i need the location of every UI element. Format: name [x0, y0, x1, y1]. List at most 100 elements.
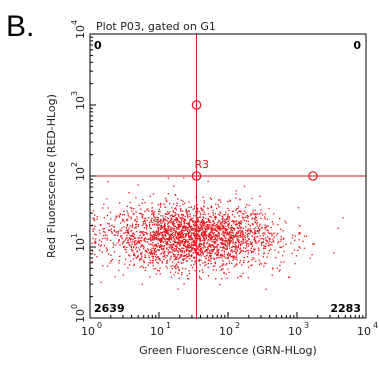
data-point — [211, 227, 213, 230]
data-point — [171, 227, 173, 229]
data-point — [279, 218, 281, 220]
data-point — [167, 253, 170, 255]
data-point — [106, 214, 108, 217]
data-point — [166, 220, 168, 222]
data-point — [267, 252, 269, 254]
data-point — [228, 216, 230, 218]
data-point — [210, 206, 213, 208]
data-point — [210, 216, 212, 218]
data-point — [102, 207, 104, 209]
data-point — [137, 225, 140, 228]
data-point — [138, 236, 140, 239]
data-point — [205, 249, 207, 251]
data-point — [206, 254, 208, 257]
data-point — [211, 250, 213, 252]
data-point — [280, 246, 282, 248]
data-point — [204, 231, 206, 233]
data-point — [259, 238, 261, 240]
data-point — [185, 239, 187, 241]
data-point — [155, 250, 158, 252]
data-point — [222, 225, 224, 227]
data-point — [259, 195, 261, 197]
data-point — [221, 257, 223, 259]
data-point — [197, 220, 199, 222]
data-point — [208, 219, 210, 222]
data-point — [250, 264, 252, 267]
data-point — [131, 225, 133, 227]
data-point — [148, 262, 150, 264]
data-point — [204, 240, 206, 242]
data-point — [100, 241, 103, 243]
data-point — [200, 259, 202, 261]
data-point — [207, 221, 209, 223]
data-point — [180, 223, 182, 225]
data-point — [242, 233, 244, 236]
data-point — [152, 252, 154, 254]
data-point — [168, 237, 170, 239]
data-point — [140, 253, 142, 255]
data-point — [154, 250, 156, 253]
data-point — [171, 245, 173, 247]
data-point — [209, 215, 211, 218]
data-point — [176, 237, 178, 240]
data-point — [216, 253, 218, 256]
data-point — [124, 246, 126, 248]
data-point — [188, 243, 190, 245]
data-point — [198, 254, 200, 256]
data-point — [96, 216, 98, 218]
data-point — [342, 217, 344, 219]
data-point — [220, 222, 222, 224]
data-point — [143, 238, 145, 240]
data-point — [247, 240, 249, 242]
data-point — [176, 241, 178, 243]
data-point — [183, 177, 185, 179]
data-point — [241, 243, 243, 245]
data-point — [224, 222, 226, 224]
data-point — [255, 236, 257, 238]
data-point — [209, 235, 211, 237]
data-point — [253, 213, 255, 215]
data-point — [193, 257, 195, 259]
data-point — [135, 243, 137, 246]
data-point — [149, 276, 151, 278]
data-point — [229, 199, 231, 201]
data-point — [102, 265, 104, 267]
data-point — [264, 245, 266, 247]
data-point — [176, 205, 178, 207]
data-point — [118, 262, 120, 264]
data-point — [182, 200, 184, 202]
data-point — [215, 278, 217, 280]
x-tick-exponent: 4 — [373, 321, 378, 330]
data-point — [216, 227, 219, 230]
data-point — [149, 231, 152, 233]
data-point — [164, 230, 166, 232]
data-point — [150, 235, 152, 237]
data-point — [152, 239, 154, 241]
data-point — [212, 233, 214, 235]
data-point — [186, 274, 188, 277]
data-point — [166, 262, 168, 264]
data-point — [259, 235, 261, 237]
data-point — [236, 256, 238, 258]
data-point — [186, 249, 188, 251]
data-point — [268, 207, 270, 210]
data-point — [186, 233, 188, 235]
data-point — [226, 229, 228, 231]
data-point — [171, 251, 173, 253]
data-point — [214, 242, 216, 245]
data-point — [263, 262, 266, 264]
data-point — [190, 248, 193, 250]
data-point — [246, 215, 248, 217]
data-point — [212, 212, 214, 214]
data-point — [192, 240, 194, 242]
data-point — [204, 224, 206, 226]
data-point — [205, 234, 207, 236]
data-point — [194, 225, 196, 227]
data-point — [337, 227, 339, 229]
data-point — [158, 208, 160, 211]
data-point — [231, 220, 233, 222]
data-point — [218, 248, 220, 251]
data-point — [165, 219, 167, 221]
data-point — [157, 231, 159, 233]
